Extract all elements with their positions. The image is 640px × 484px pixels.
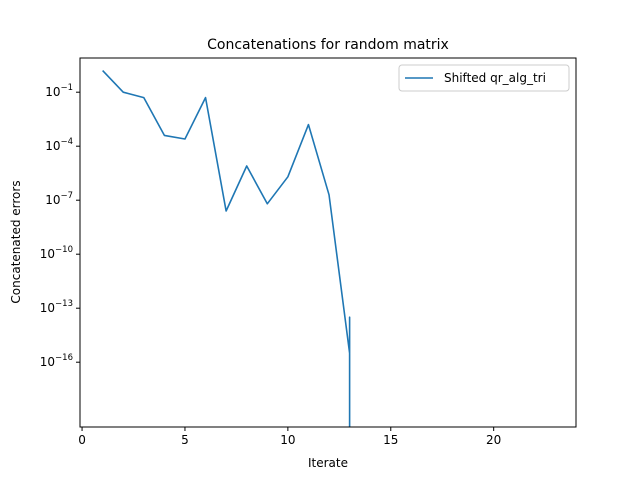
- x-tick-label: 10: [280, 433, 295, 447]
- x-axis-ticks: 0 5 10 15 20: [78, 427, 501, 447]
- series-line: [102, 70, 351, 427]
- x-tick-label: 5: [181, 433, 189, 447]
- y-tick-label: 10−7: [45, 191, 73, 207]
- y-tick-label: 10−16: [40, 353, 73, 369]
- y-tick-label: 10−10: [40, 245, 73, 261]
- x-tick-label: 20: [486, 433, 501, 447]
- chart-title: Concatenations for random matrix: [207, 37, 449, 53]
- series-layer: [102, 70, 351, 427]
- plot-frame: [79, 57, 577, 428]
- legend: Shifted qr_alg_tri: [398, 64, 570, 92]
- x-tick-label: 15: [383, 433, 398, 447]
- y-tick-label: 10−1: [45, 83, 73, 99]
- y-axis-ticks: 10−1 10−4 10−7 10−10 10−13 10−16: [40, 83, 80, 369]
- x-axis-label: Iterate: [308, 456, 348, 470]
- x-tick-label: 0: [78, 433, 86, 447]
- y-tick-label: 10−13: [40, 299, 73, 315]
- y-tick-label: 10−4: [45, 137, 73, 153]
- legend-label: Shifted qr_alg_tri: [444, 71, 546, 85]
- plot-area: [80, 58, 576, 427]
- y-axis-label: Concatenated errors: [9, 180, 23, 303]
- legend-box: [398, 64, 570, 92]
